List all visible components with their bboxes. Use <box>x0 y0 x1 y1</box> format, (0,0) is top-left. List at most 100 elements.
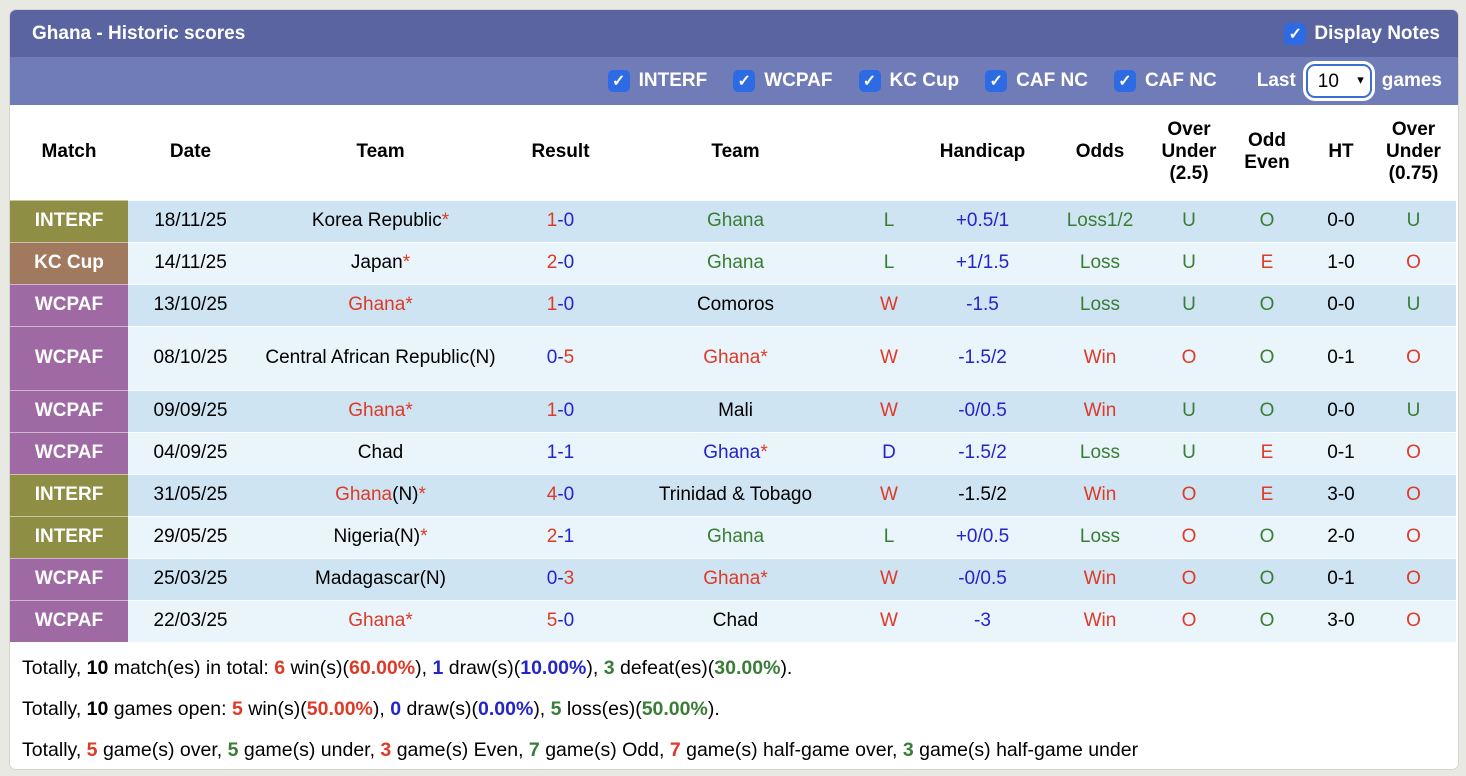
column-header: Over Under (2.5) <box>1155 105 1223 200</box>
checkbox-checked-icon[interactable]: ✓ <box>858 70 881 92</box>
result-cell: 1-0 <box>508 283 613 326</box>
page-title: Ghana - Historic scores <box>32 22 246 44</box>
over-under-075-cell: O <box>1371 515 1456 558</box>
odds-cell: Loss <box>1045 515 1155 558</box>
home-team-cell: Ghana* <box>253 599 508 642</box>
over-under-25-cell: O <box>1155 473 1223 516</box>
checkbox-checked-icon[interactable]: ✓ <box>733 70 756 92</box>
ht-cell: 0-0 <box>1311 199 1371 242</box>
odd-even-cell: E <box>1223 431 1311 474</box>
wld-cell: W <box>858 389 920 432</box>
date-cell: 18/11/25 <box>128 199 253 242</box>
over-under-075-cell: U <box>1371 199 1456 242</box>
handicap-cell: -0/0.5 <box>920 389 1045 432</box>
display-notes-toggle[interactable]: ✓ Display Notes <box>1284 22 1440 45</box>
games-count-select-wrap: 10 ▾ <box>1305 64 1372 98</box>
match-league-cell: WCPAF <box>10 283 128 326</box>
column-header: Over Under (0.75) <box>1371 105 1456 200</box>
filter-checkbox-label: CAF NC <box>1144 70 1217 91</box>
date-cell: 04/09/25 <box>128 431 253 474</box>
away-team-cell: Ghana* <box>613 557 858 600</box>
column-header: Match <box>10 105 128 200</box>
date-cell: 25/03/25 <box>128 557 253 600</box>
match-row: WCPAF 09/09/25 Ghana* 1-0 Mali W -0/0.5 Win U O 0-… <box>10 389 1456 432</box>
over-under-075-cell: O <box>1371 325 1456 390</box>
filter-checkbox-caf-nc[interactable]: ✓ CAF NC <box>1113 70 1217 92</box>
match-row: WCPAF 25/03/25 Madagascar(N) 0-3 Ghana* W -0/0… <box>10 557 1456 600</box>
odds-cell: Win <box>1045 473 1155 516</box>
match-league-cell: WCPAF <box>10 557 128 600</box>
date-cell: 29/05/25 <box>128 515 253 558</box>
away-team-cell: Trinidad & Tobago <box>613 473 858 516</box>
column-header: Date <box>128 105 253 200</box>
checkbox-checked-icon[interactable]: ✓ <box>1113 70 1136 92</box>
odds-cell: Win <box>1045 599 1155 642</box>
odds-cell: Loss <box>1045 241 1155 284</box>
handicap-cell: -3 <box>920 599 1045 642</box>
over-under-075-cell: U <box>1371 389 1456 432</box>
match-league-cell: KC Cup <box>10 241 128 284</box>
result-cell: 1-0 <box>508 199 613 242</box>
odd-even-cell: O <box>1223 515 1311 558</box>
result-cell: 2-0 <box>508 241 613 284</box>
ht-cell: 0-0 <box>1311 283 1371 326</box>
result-cell: 0-3 <box>508 557 613 600</box>
table-header-row: Match Date Team Result Team Handicap Odds Over U… <box>10 105 1456 200</box>
filter-checkbox-group: ✓ INTERF ✓ WCPAF ✓ KC Cup ✓ CAF NC ✓ CAF NC <box>607 70 1217 92</box>
result-cell: 2-1 <box>508 515 613 558</box>
away-team-cell: Ghana <box>613 241 858 284</box>
odds-cell: Loss <box>1045 283 1155 326</box>
filter-bar: ✓ INTERF ✓ WCPAF ✓ KC Cup ✓ CAF NC ✓ CAF NC Last … <box>10 57 1458 105</box>
over-under-075-cell: U <box>1371 283 1456 326</box>
filter-checkbox-label: INTERF <box>638 70 708 91</box>
wld-cell: W <box>858 599 920 642</box>
away-team-cell: Comoros <box>613 283 858 326</box>
ht-cell: 0-1 <box>1311 431 1371 474</box>
wld-cell: L <box>858 199 920 242</box>
wld-cell: W <box>858 557 920 600</box>
handicap-cell: -1.5/2 <box>920 431 1045 474</box>
match-row: INTERF 31/05/25 Ghana(N)* 4-0 Trinidad & Tob… <box>10 473 1456 516</box>
match-row: KC Cup 14/11/25 Japan* 2-0 Ghana L +1/1.5 Loss U… <box>10 241 1456 284</box>
match-league-cell: WCPAF <box>10 325 128 390</box>
filter-checkbox-kc-cup[interactable]: ✓ KC Cup <box>858 70 959 92</box>
filter-checkbox-caf-nc[interactable]: ✓ CAF NC <box>985 70 1088 92</box>
away-team-cell: Ghana <box>613 199 858 242</box>
last-games-control: Last 10 ▾ games <box>1257 64 1442 98</box>
checkbox-checked-icon[interactable]: ✓ <box>985 70 1008 92</box>
wld-cell: L <box>858 515 920 558</box>
odds-cell: Loss <box>1045 431 1155 474</box>
wld-cell: L <box>858 241 920 284</box>
column-header: Team <box>613 105 858 200</box>
over-under-075-cell: O <box>1371 431 1456 474</box>
wld-cell: W <box>858 473 920 516</box>
odd-even-cell: O <box>1223 599 1311 642</box>
date-cell: 31/05/25 <box>128 473 253 516</box>
filter-checkbox-wcpaf[interactable]: ✓ WCPAF <box>733 70 833 92</box>
result-cell: 5-0 <box>508 599 613 642</box>
handicap-cell: -0/0.5 <box>920 557 1045 600</box>
wld-cell: D <box>858 431 920 474</box>
home-team-cell: Madagascar(N) <box>253 557 508 600</box>
odd-even-cell: O <box>1223 557 1311 600</box>
match-row: INTERF 18/11/25 Korea Republic* 1-0 Ghana L +0… <box>10 199 1456 242</box>
games-count-select[interactable]: 10 <box>1305 64 1372 98</box>
result-cell: 4-0 <box>508 473 613 516</box>
historic-scores-table: Match Date Team Result Team Handicap Odds Over U… <box>10 105 1456 642</box>
ht-cell: 3-0 <box>1311 473 1371 516</box>
ht-cell: 0-0 <box>1311 389 1371 432</box>
ht-cell: 0-1 <box>1311 325 1371 390</box>
match-row: WCPAF 08/10/25 Central African Republic(N)… <box>10 325 1456 390</box>
checkbox-checked-icon[interactable]: ✓ <box>607 70 630 92</box>
games-label: games <box>1381 70 1442 91</box>
over-under-25-cell: U <box>1155 241 1223 284</box>
odds-cell: Win <box>1045 557 1155 600</box>
home-team-cell: Central African Republic(N) <box>253 325 508 390</box>
last-label: Last <box>1256 70 1296 91</box>
wld-cell: W <box>858 283 920 326</box>
away-team-cell: Ghana* <box>613 431 858 474</box>
display-notes-checkbox-icon[interactable]: ✓ <box>1284 22 1307 45</box>
result-cell: 1-1 <box>508 431 613 474</box>
filter-checkbox-interf[interactable]: ✓ INTERF <box>607 70 708 92</box>
match-row: WCPAF 13/10/25 Ghana* 1-0 Comoros W -1.5 Loss U O… <box>10 283 1456 326</box>
